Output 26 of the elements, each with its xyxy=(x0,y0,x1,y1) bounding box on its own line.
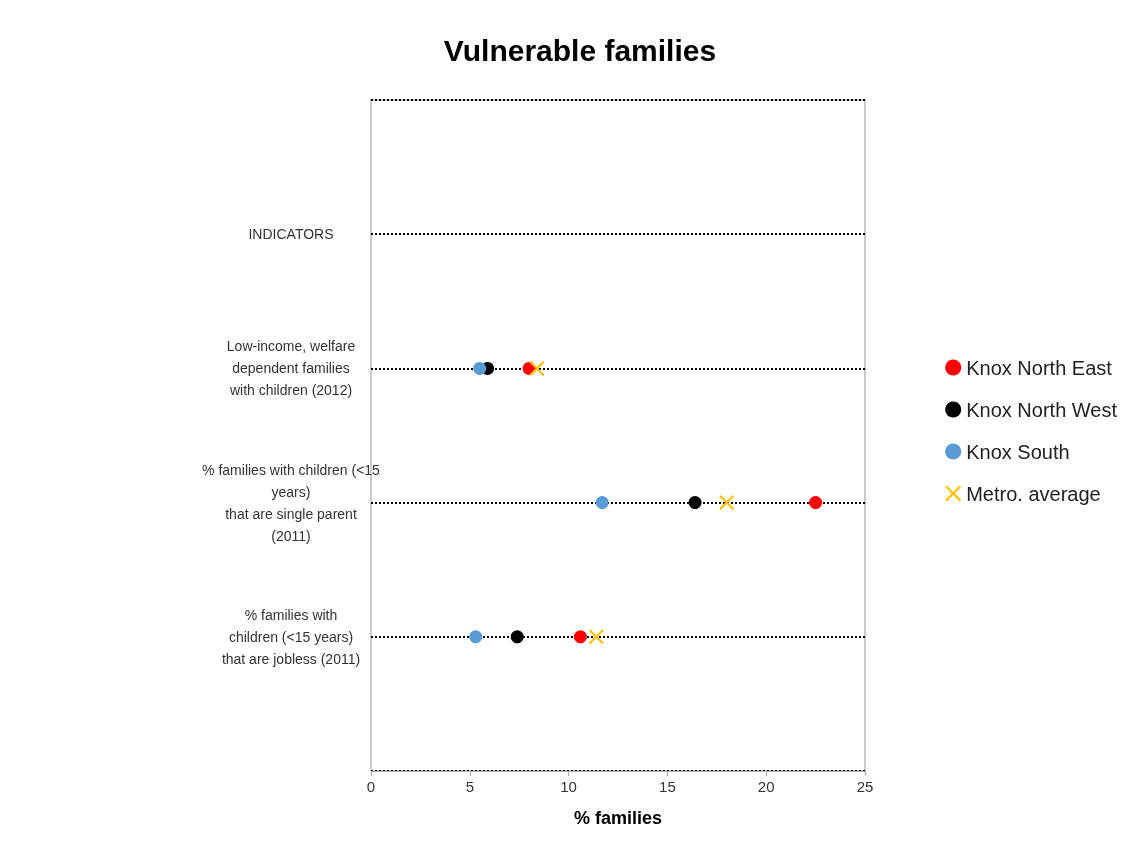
x-tick-label: 5 xyxy=(465,778,474,795)
x-tick-label: 20 xyxy=(757,778,775,795)
legend-label: Knox North West xyxy=(966,398,1118,421)
x-tick-label: 0 xyxy=(366,778,376,795)
point xyxy=(510,630,524,644)
point xyxy=(719,495,735,511)
point xyxy=(529,360,545,376)
y-tick-label: % families with children (<15 years) that are single parent (2011) xyxy=(202,461,381,544)
point xyxy=(688,496,702,510)
point xyxy=(595,496,609,510)
x-tick-label: 10 xyxy=(560,778,577,795)
point xyxy=(473,361,487,375)
x-tick-label: 25 xyxy=(856,778,874,795)
legend-label: Metro. average xyxy=(966,482,1101,505)
y-tick-label: Low-income, welfare dependent families with children (2012) xyxy=(226,338,356,399)
y-tick-label: % families with children (<15 years) that are jobless (2011) xyxy=(221,606,361,667)
chart-title: Vulnerable families xyxy=(443,33,717,67)
point xyxy=(588,629,604,645)
y-tick-label: INDICATORS xyxy=(248,226,334,243)
legend-label: Knox South xyxy=(966,440,1070,463)
point xyxy=(469,630,483,644)
x-tick-label: 15 xyxy=(659,778,676,795)
x-axis-title: % families xyxy=(573,808,663,828)
legend-label: Knox North East xyxy=(966,356,1113,379)
point xyxy=(809,496,823,510)
point xyxy=(573,630,587,644)
